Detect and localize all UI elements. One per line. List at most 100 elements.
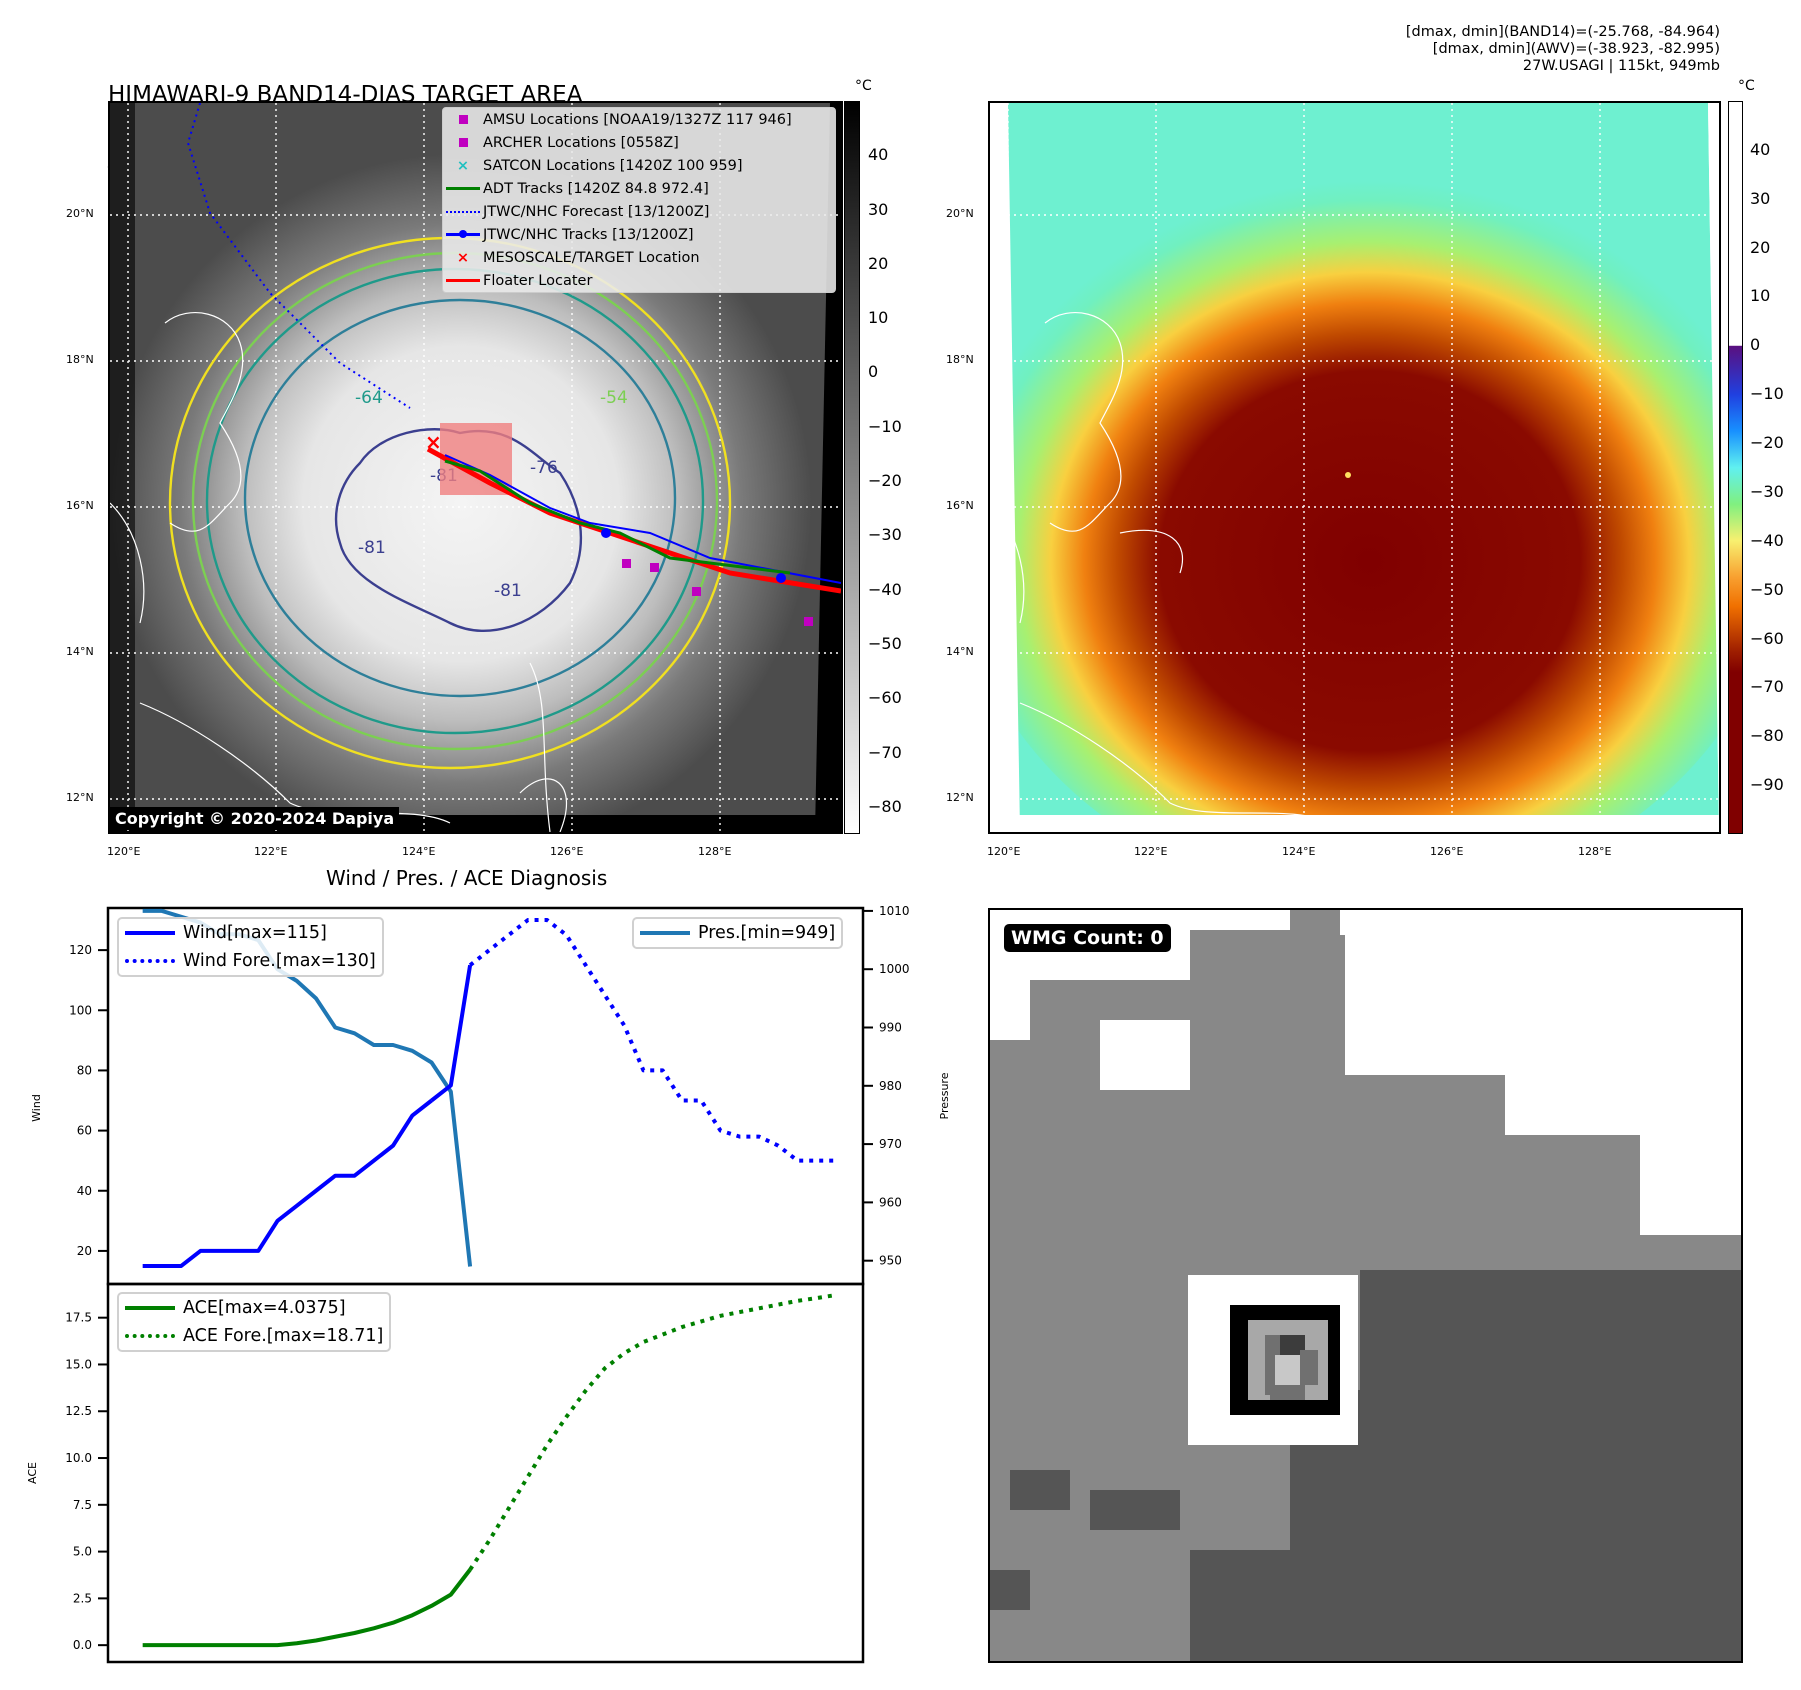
lon-tick: 126°E: [550, 845, 584, 858]
colorbar-tick-label: −70: [1750, 677, 1784, 697]
wind-y-tick-label: 40: [77, 1184, 92, 1198]
eye-marker: [1345, 472, 1351, 478]
lat-tick: 20°N: [946, 207, 974, 220]
legend-item-ace-forecast: ACE Fore.[max=18.71]: [119, 1322, 389, 1350]
ace-y-tick-label: 15.0: [65, 1357, 92, 1371]
colorbar-tick-label: −20: [1750, 433, 1784, 453]
legend-item-jtwc-forecast: JTWC/NHC Forecast [13/1200Z]: [443, 200, 835, 223]
ace-legend: ACE[max=4.0375] ACE Fore.[max=18.71]: [117, 1292, 392, 1352]
ace-y-tick-label: 5.0: [73, 1545, 92, 1559]
colorbar-tick-label: 0: [868, 362, 879, 382]
colorbar-tick-label: 20: [868, 253, 889, 273]
wind-legend: Wind[max=115] Wind Fore.[max=130]: [117, 917, 384, 977]
colorbar-tick-label: −40: [868, 579, 902, 599]
lon-tick: 122°E: [254, 845, 288, 858]
wind-y-tick-label: 80: [77, 1063, 92, 1077]
colorbar-tick-label: −10: [1750, 384, 1784, 404]
colorbar-tick-label: −50: [868, 633, 902, 653]
pressure-y-tick-label: 990: [879, 1021, 902, 1035]
colorbar-tick-label: −30: [1750, 481, 1784, 501]
lat-tick: 12°N: [66, 791, 94, 804]
no-data-right: [1708, 103, 1719, 832]
wmg-cell-eye: [1270, 1385, 1305, 1400]
colorbar-tick-label: −20: [868, 471, 902, 491]
awv-map-canvas[interactable]: [990, 103, 1719, 832]
lat-tick: 16°N: [66, 499, 94, 512]
contour-label: -76: [530, 458, 558, 478]
lon-tick: 120°E: [987, 845, 1021, 858]
wind-y-tick-label: 60: [77, 1124, 92, 1138]
contour-76: [243, 298, 677, 698]
awv-colorbar: [1728, 101, 1743, 834]
legend-label: AMSU Locations [NOAA19/1327Z 117 946]: [483, 111, 792, 128]
contour-label: -64: [355, 388, 383, 408]
jtwc-track-points: [601, 528, 786, 583]
wmg-cell-white: [1190, 910, 1290, 930]
wmg-cell-white: [1505, 935, 1741, 1135]
lon-tick: 128°E: [698, 845, 732, 858]
ace-y-tick-label: 17.5: [65, 1311, 92, 1325]
ir-colorbar-unit: °C: [855, 78, 872, 94]
lon-tick: 122°E: [1134, 845, 1168, 858]
legend-item-adt: ADT Tracks [1420Z 84.8 972.4]: [443, 177, 835, 200]
dotted-line-icon: [125, 959, 175, 963]
wmg-cell-dark: [990, 1570, 1030, 1610]
colorbar-tick-label: 0: [1750, 335, 1761, 355]
lon-tick: 126°E: [1430, 845, 1464, 858]
legend-label: Wind[max=115]: [183, 923, 327, 943]
lat-tick: 14°N: [946, 645, 974, 658]
wmg-cell-white: [990, 980, 1030, 1040]
awv-map-panel[interactable]: [988, 101, 1721, 834]
diagnosis-title: Wind / Pres. / ACE Diagnosis: [326, 866, 608, 890]
wmg-cell-eye: [1280, 1335, 1305, 1355]
lat-tick: 20°N: [66, 207, 94, 220]
wmg-panel[interactable]: WMG Count: 0: [988, 908, 1743, 1663]
stats-band14: [dmax, dmin](BAND14)=(-25.768, -84.964): [1405, 24, 1720, 40]
legend-label: ARCHER Locations [0558Z]: [483, 134, 679, 151]
wind-axis-label: Wind: [30, 1094, 43, 1122]
legend-item-ace: ACE[max=4.0375]: [119, 1294, 389, 1322]
ace-forecast-line: [468, 1293, 837, 1571]
wmg-count-badge: WMG Count: 0: [1004, 924, 1171, 952]
legend-item-floater: Floater Locater: [443, 269, 835, 292]
lon-tick: 124°E: [1282, 845, 1316, 858]
jtwc-track: [444, 454, 841, 584]
colorbar-tick-label: 10: [1750, 286, 1771, 306]
colorbar-tick-label: 30: [868, 199, 889, 219]
stats-block: [dmax, dmin](BAND14)=(-25.768, -84.964) …: [1406, 24, 1720, 75]
wmg-grid[interactable]: [990, 910, 1741, 1661]
amsu-archer-markers: [622, 559, 813, 626]
colorbar-tick-label: −10: [868, 416, 902, 436]
x-marker-icon: ×: [456, 249, 470, 266]
pressure-y-tick-label: 1000: [879, 962, 910, 976]
colorbar-tick-label: −80: [1750, 726, 1784, 746]
wmg-cell-dark: [1090, 1490, 1180, 1530]
wmg-cell-white: [1345, 935, 1505, 1075]
wmg-cell-white: [1640, 1135, 1741, 1235]
ace-y-tick-label: 0.0: [73, 1638, 92, 1652]
legend-label: JTWC/NHC Forecast [13/1200Z]: [483, 203, 710, 220]
contour-label: -81: [358, 538, 386, 558]
wmg-cell-dark: [1190, 1550, 1310, 1661]
no-data-left: [990, 103, 1020, 832]
legend-label: ACE Fore.[max=18.71]: [183, 1326, 384, 1346]
coastlines: [110, 312, 568, 832]
pressure-y-tick-label: 970: [879, 1137, 902, 1151]
title-line-1: HIMAWARI-9 BAND14-DIAS TARGET AREA: [108, 82, 583, 108]
ir-map-panel[interactable]: -64 -54 -76 -81 -81 -81 ×: [108, 101, 843, 834]
legend-item-pressure: Pres.[min=949]: [634, 919, 841, 947]
ace-axes-frame: [106, 1282, 865, 1664]
lat-tick: 14°N: [66, 645, 94, 658]
colorbar-tick-label: −60: [1750, 628, 1784, 648]
wind-line: [142, 1098, 433, 1268]
ace-line: [142, 1568, 472, 1648]
copyright-label: Copyright © 2020-2024 Dapiya: [110, 807, 400, 830]
x-marker-icon: ×: [456, 157, 470, 174]
line-icon: [446, 187, 480, 190]
stats-awv: [dmax, dmin](AWV)=(-38.923, -82.995): [1432, 41, 1720, 57]
legend-label: Floater Locater: [483, 272, 593, 289]
awv-storm-imagery: [990, 143, 1719, 832]
lon-tick: 120°E: [107, 845, 141, 858]
legend-label: SATCON Locations [1420Z 100 959]: [483, 157, 743, 174]
legend-item-archer: ARCHER Locations [0558Z]: [443, 131, 835, 154]
